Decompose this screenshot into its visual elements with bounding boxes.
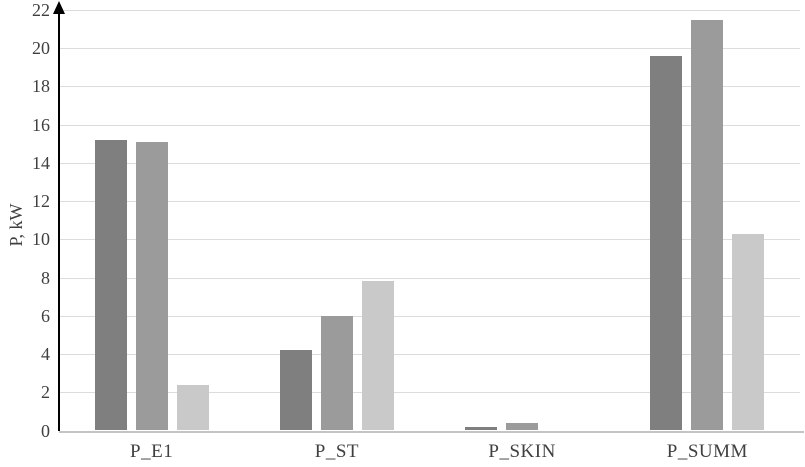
bar-P_ST-series-3-light-gray (361, 281, 394, 431)
y-tick-label: 2 (41, 382, 50, 403)
y-tick-label: 16 (32, 114, 50, 135)
y-tick-label: 8 (41, 267, 50, 288)
bar-P_ST-series-2-medium-gray (320, 315, 353, 431)
gridline (59, 277, 800, 279)
y-axis-arrow-icon (53, 1, 65, 14)
y-axis-title: P, kW (6, 203, 26, 247)
y-tick-label: 22 (32, 0, 50, 20)
gridline (59, 124, 800, 126)
bar-P_E1-series-3-light-gray (176, 384, 209, 431)
y-tick-label: 4 (41, 344, 50, 365)
gridline (59, 86, 800, 88)
bar-P_E1-series-2-medium-gray (135, 141, 168, 431)
y-tick-label: 6 (41, 305, 50, 326)
y-tick-label: 0 (41, 420, 50, 441)
x-category-label: P_E1 (130, 441, 174, 462)
bar-P_SKIN-series-2-medium-gray (506, 422, 539, 431)
gridline (59, 315, 800, 317)
x-category-label: P_SUMM (666, 441, 748, 462)
x-axis-baseline (59, 430, 804, 433)
y-tick-label: 20 (32, 38, 50, 59)
gridline (59, 239, 800, 241)
gridline (59, 10, 800, 11)
gridline (59, 201, 800, 203)
gridline (59, 392, 800, 394)
x-category-label: P_SKIN (488, 441, 556, 462)
bar-P_SKIN-series-1-dark-gray (465, 426, 498, 431)
gridline (59, 48, 800, 50)
y-tick-label: 18 (32, 76, 50, 97)
gridline (59, 354, 800, 356)
bar-P_SUMM-series-2-medium-gray (691, 19, 724, 431)
y-axis-line (58, 12, 60, 431)
bar-P_E1-series-1-dark-gray (94, 139, 127, 431)
x-category-label: P_ST (314, 441, 359, 462)
bar-P_SUMM-series-3-light-gray (732, 233, 765, 431)
bar-P_ST-series-1-dark-gray (279, 350, 312, 431)
y-tick-label: 12 (32, 191, 50, 212)
bar-P_SUMM-series-1-dark-gray (650, 55, 683, 431)
gridline (59, 162, 800, 164)
y-tick-label: 14 (32, 152, 50, 173)
y-tick-label: 10 (32, 229, 50, 250)
